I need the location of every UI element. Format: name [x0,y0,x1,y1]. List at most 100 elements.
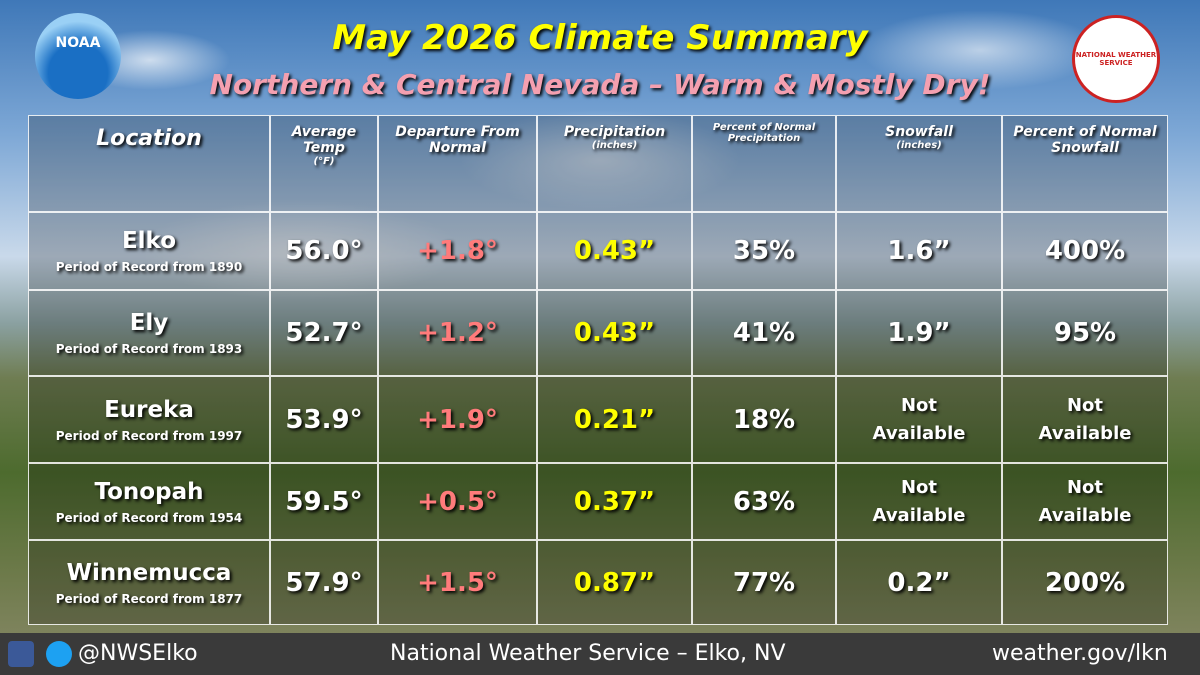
data-cell: 59.5° [270,463,378,540]
data-cell: +0.5° [378,463,537,540]
facebook-icon [8,641,34,667]
data-cell: 57.9° [270,540,378,625]
cell-value: 95% [1053,318,1117,348]
noaa-logo: NOAA [35,13,121,99]
twitter-icon [46,641,72,667]
header-unit: (inches) [591,140,638,151]
cell-value: +1.9° [417,404,498,435]
footer: @NWSElko National Weather Service – Elko… [0,633,1200,675]
cell-value: 0.43” [573,318,656,348]
header-label: Departure From Normal [395,124,520,156]
subtitle: Northern & Central Nevada – Warm & Mostl… [209,68,991,101]
cell-value: 63% [732,486,796,517]
data-cell: 56.0° [270,212,378,290]
cell-value: 200% [1044,567,1126,598]
record-period: Period of Record from 1997 [55,428,243,443]
data-cell: +1.9° [378,376,537,463]
data-cell: 41% [692,290,836,376]
data-cell: +1.5° [378,540,537,625]
cell-value: 0.87” [573,567,656,598]
data-cell: Not Available [836,376,1002,463]
header-label: Location [96,126,202,151]
cell-value: 18% [732,404,796,435]
record-period: Period of Record from 1893 [55,342,243,356]
column-header: Precipitation (inches) [537,115,692,212]
data-cell: 53.9° [270,376,378,463]
office-name: National Weather Service – Elko, NV [390,641,786,666]
header-label: Percent of Normal Snowfall [1013,124,1157,156]
sky-background [0,0,1200,330]
cell-value: 41% [732,318,796,348]
header-label: Percent of Normal Precipitation [712,122,816,144]
record-period: Period of Record from 1877 [55,591,243,606]
data-cell: +1.2° [378,290,537,376]
social-handle: @NWSElko [78,641,198,666]
data-cell: 18% [692,376,836,463]
cell-value: +0.5° [417,486,498,517]
cell-value: 0.37” [573,486,656,517]
data-cell: Not Available [1002,463,1168,540]
cell-value: 400% [1044,236,1126,266]
header-unit: (°F) [313,156,335,167]
title: May 2026 Climate Summary [332,18,868,58]
cell-value: Not Available [1038,394,1132,444]
data-cell: 0.87” [537,540,692,625]
cell-value: +1.2° [417,318,498,348]
cell-value: 77% [732,567,796,598]
data-cell: Not Available [1002,376,1168,463]
data-cell: 1.6” [836,212,1002,290]
cell-value: Not Available [872,394,966,444]
location-name: Winnemucca [66,559,232,586]
data-cell: 400% [1002,212,1168,290]
cell-value: +1.8° [417,236,498,266]
cell-value: 0.2” [887,567,951,598]
location-cell: Ely Period of Record from 1893 [28,290,270,376]
location-name: Ely [129,310,169,336]
location-name: Elko [121,228,177,254]
column-header: Snowfall (inches) [836,115,1002,212]
logo-text: NOAA [55,35,101,51]
column-header: Percent of Normal Snowfall [1002,115,1168,212]
data-cell: 0.43” [537,290,692,376]
cell-value: 57.9° [285,567,363,598]
location-cell: Winnemucca Period of Record from 1877 [28,540,270,625]
column-header: Location [28,115,270,212]
location-cell: Elko Period of Record from 1890 [28,212,270,290]
cell-value: 0.43” [573,236,656,266]
cell-value: 56.0° [285,236,363,266]
data-cell: 0.2” [836,540,1002,625]
data-cell: 77% [692,540,836,625]
data-cell: 0.21” [537,376,692,463]
data-cell: 1.9” [836,290,1002,376]
cell-value: 59.5° [285,486,363,517]
cell-value: Not Available [1038,476,1132,526]
column-header: Average Temp (°F) [270,115,378,212]
nws-logo: NATIONAL WEATHER SERVICE [1072,15,1160,103]
location-name: Tonopah [94,478,204,505]
logo-text: NATIONAL WEATHER SERVICE [1075,51,1157,67]
data-cell: 0.37” [537,463,692,540]
location-cell: Tonopah Period of Record from 1954 [28,463,270,540]
cell-value: 1.6” [887,236,951,266]
column-header: Percent of Normal Precipitation [692,115,836,212]
cell-value: 1.9” [887,318,951,348]
cell-value: 52.7° [285,318,363,348]
cell-value: Not Available [872,476,966,526]
cell-value: 35% [732,236,796,266]
data-cell: 95% [1002,290,1168,376]
header-label: Precipitation [563,124,666,140]
cell-value: 0.21” [573,404,656,435]
data-cell: 63% [692,463,836,540]
data-cell: Not Available [836,463,1002,540]
cell-value: 53.9° [285,404,363,435]
column-header: Departure From Normal [378,115,537,212]
website: weather.gov/lkn [992,641,1168,666]
record-period: Period of Record from 1890 [55,260,243,274]
header-label: Snowfall [885,124,953,140]
location-name: Eureka [104,396,194,423]
header-label: Average Temp [291,124,357,156]
data-cell: 52.7° [270,290,378,376]
header-unit: (inches) [896,140,942,151]
climate-table: Location Average Temp (°F) Departure From N… [28,115,1168,625]
